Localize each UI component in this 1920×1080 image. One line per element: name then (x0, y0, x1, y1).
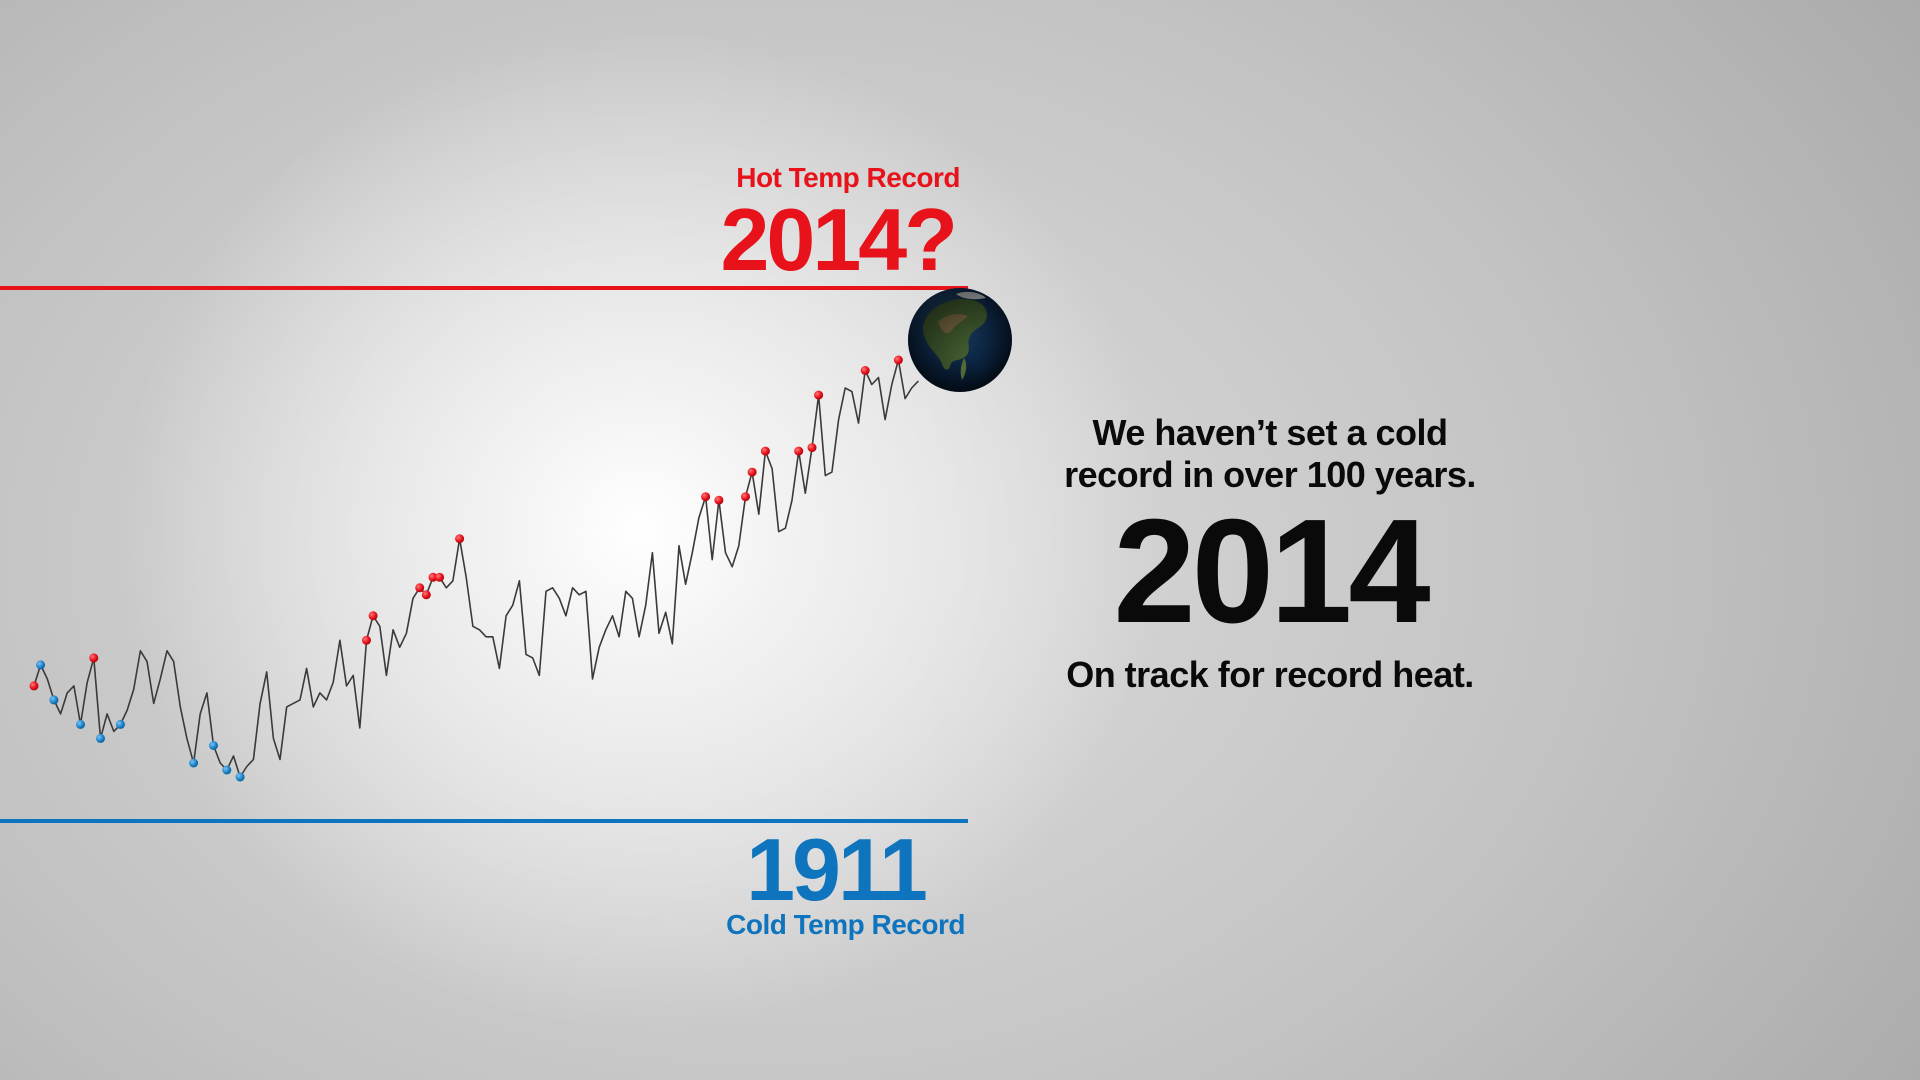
cold-record-marker (235, 772, 245, 782)
earth-globe-icon (908, 288, 1012, 392)
hot-record-marker (428, 572, 438, 582)
hot-record-marker (893, 355, 903, 365)
hot-record-label: Hot Temp Record (736, 162, 960, 193)
side-headline-line1: We haven’t set a cold (1092, 412, 1448, 453)
hot-record-marker (747, 467, 757, 477)
cold-record-marker (209, 741, 218, 750)
hot-record-marker (455, 534, 465, 544)
hot-record-marker (415, 583, 425, 593)
cold-record-marker (115, 719, 125, 729)
hot-record-marker (421, 590, 431, 600)
cold-record-label: Cold Temp Record (726, 909, 965, 940)
temperature-series-line (33, 359, 919, 778)
hot-record-marker (89, 653, 99, 663)
hot-record-marker (814, 390, 824, 400)
hot-record-marker (807, 443, 817, 453)
hot-record-marker (714, 495, 724, 505)
cold-record-marker (76, 719, 85, 729)
cold-record-marker (36, 660, 46, 670)
cold-record-marker (222, 765, 232, 775)
hot-record-marker (794, 446, 804, 456)
side-headline-line2: record in over 100 years. (1064, 454, 1476, 495)
hot-record-year: 2014? (720, 190, 958, 289)
hot-record-marker (701, 492, 711, 502)
hot-record-marker (760, 446, 770, 456)
cold-record-marker (96, 733, 105, 743)
side-headline: We haven’t set a cold record in over 100… (1030, 412, 1510, 496)
hot-record-marker (29, 681, 39, 691)
cold-record-marker (49, 695, 59, 705)
cold-record-marker (189, 758, 199, 768)
hot-record-marker (741, 492, 750, 502)
hot-record-marker (368, 611, 378, 621)
hot-record-marker (435, 572, 445, 582)
record-markers (29, 355, 903, 782)
cold-record-year: 1911 (746, 820, 928, 919)
side-year: 2014 (1113, 489, 1430, 654)
side-tagline: On track for record heat. (1066, 654, 1474, 695)
hot-record-marker (860, 366, 870, 375)
hot-record-marker (362, 635, 371, 645)
